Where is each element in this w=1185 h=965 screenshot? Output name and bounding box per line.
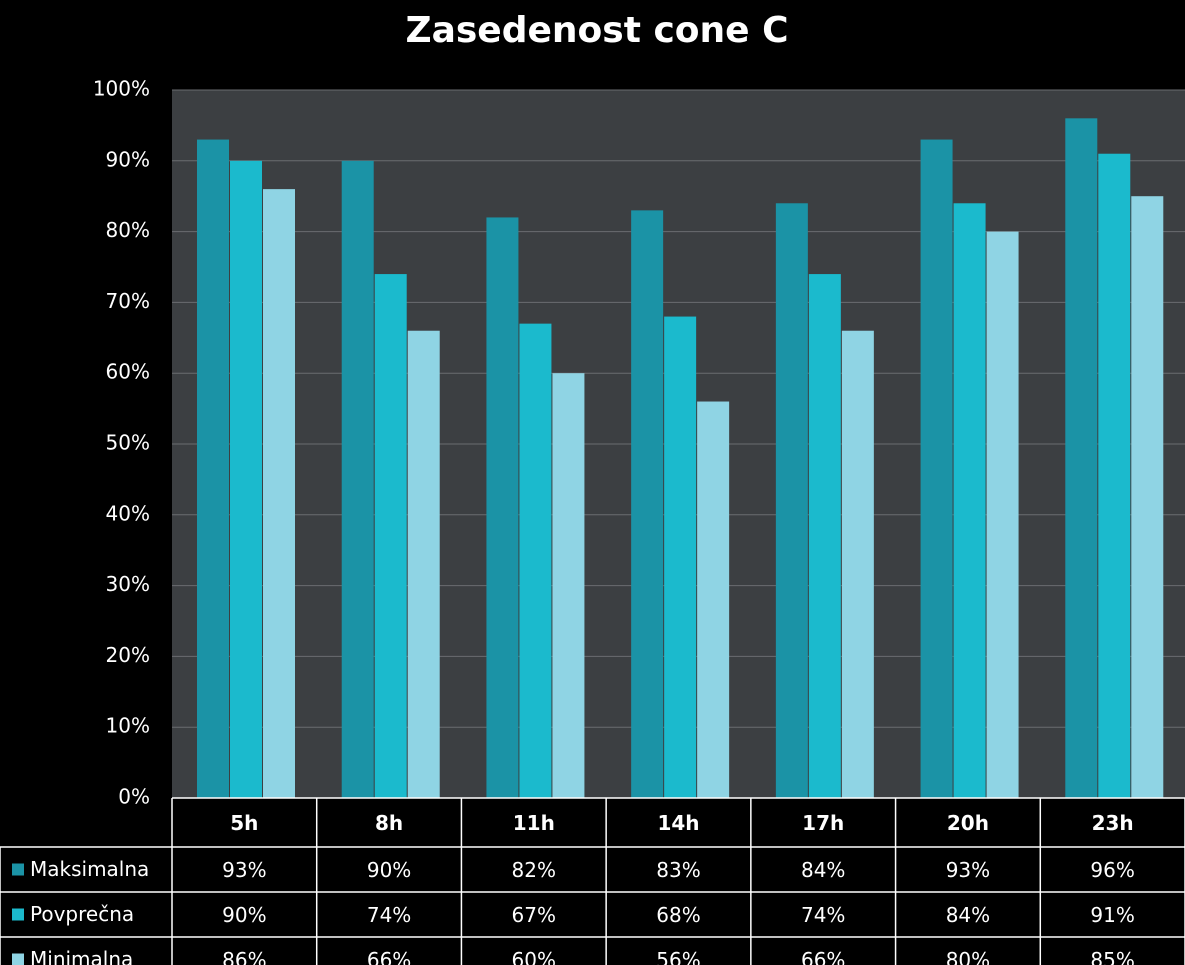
table-cell: 74%	[801, 903, 845, 927]
y-tick-label: 90%	[106, 147, 150, 171]
table-cell: 68%	[656, 903, 700, 927]
bar	[374, 274, 407, 799]
table-cell: 93%	[946, 858, 990, 882]
x-tick-label: 20h	[947, 811, 989, 835]
x-tick-label: 23h	[1092, 811, 1134, 835]
table-cell: 80%	[946, 948, 990, 965]
x-tick-label: 17h	[802, 811, 844, 835]
legend-swatch	[12, 863, 24, 876]
y-tick-label: 100%	[93, 77, 150, 101]
bar	[1065, 118, 1098, 798]
bar	[808, 274, 841, 799]
table-cell: 60%	[512, 948, 556, 965]
x-tick-label: 8h	[375, 811, 403, 835]
chart-title: Zasedenost cone C	[405, 10, 788, 51]
y-tick-label: 40%	[106, 501, 150, 525]
table-cell: 85%	[1090, 948, 1134, 965]
legend-label: Povprečna	[30, 902, 134, 926]
table-cell: 90%	[367, 858, 411, 882]
legend-label: Minimalna	[30, 947, 133, 965]
bar	[697, 401, 730, 798]
table-cell: 86%	[222, 948, 266, 965]
table-cell: 91%	[1090, 903, 1134, 927]
bar	[841, 330, 874, 798]
table-cell: 90%	[222, 903, 266, 927]
bar	[263, 189, 295, 798]
table-cell: 67%	[512, 903, 556, 927]
bar	[341, 160, 374, 799]
table-cell: 66%	[801, 948, 845, 965]
table-cell: 66%	[367, 948, 411, 965]
table-cell: 56%	[656, 948, 700, 965]
y-tick-label: 80%	[106, 218, 150, 242]
bar	[519, 323, 552, 798]
bar	[1098, 153, 1131, 799]
bar	[552, 373, 585, 798]
legend-swatch	[12, 908, 24, 921]
bar	[664, 316, 697, 798]
legend-swatch	[12, 953, 24, 965]
legend-label: Maksimalna	[30, 857, 149, 881]
y-tick-label: 60%	[106, 360, 150, 384]
bar	[631, 210, 664, 799]
x-tick-label: 11h	[513, 811, 555, 835]
y-tick-label: 30%	[106, 572, 150, 596]
bar	[920, 139, 953, 798]
bar	[407, 330, 440, 798]
table-cell: 96%	[1090, 858, 1134, 882]
y-tick-label: 50%	[106, 431, 150, 455]
table-cell: 83%	[656, 858, 700, 882]
table-cell: 82%	[512, 858, 556, 882]
x-tick-label: 5h	[230, 811, 258, 835]
y-tick-label: 0%	[118, 785, 150, 809]
bar	[775, 203, 808, 798]
table-cell: 84%	[946, 903, 990, 927]
bar	[1131, 196, 1164, 798]
table-cell: 74%	[367, 903, 411, 927]
bar	[230, 160, 262, 799]
table-cell: 84%	[801, 858, 845, 882]
y-tick-label: 10%	[106, 714, 150, 738]
bar	[197, 139, 229, 798]
bar	[953, 203, 986, 798]
y-tick-label: 20%	[106, 643, 150, 667]
table-cell: 93%	[222, 858, 266, 882]
x-tick-label: 14h	[657, 811, 699, 835]
bar	[486, 217, 519, 798]
y-tick-label: 70%	[106, 289, 150, 313]
bar	[986, 231, 1019, 799]
